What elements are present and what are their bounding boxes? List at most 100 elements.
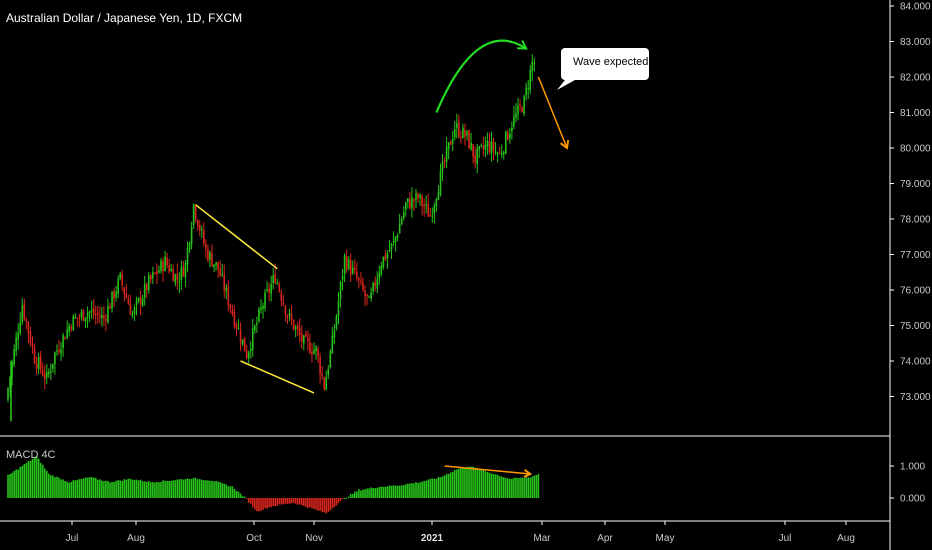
candle — [123, 286, 126, 302]
candle — [378, 265, 381, 285]
candle-body — [268, 288, 270, 293]
macd-bar — [72, 480, 75, 498]
candle-body — [188, 242, 191, 250]
candle-body — [358, 278, 360, 281]
candle — [72, 314, 75, 331]
candle — [176, 263, 179, 290]
candle — [127, 294, 130, 305]
macd-bar — [9, 474, 11, 498]
candle — [235, 321, 238, 337]
candle — [292, 319, 295, 331]
macd-bar — [76, 479, 79, 498]
time-tick-label: Oct — [246, 533, 262, 544]
candle — [368, 295, 370, 298]
candle-body — [70, 326, 73, 329]
candle-body — [127, 298, 130, 305]
macd-bar — [227, 486, 230, 498]
macd-bar — [372, 488, 374, 498]
candle-body — [84, 317, 87, 322]
candle-body — [152, 272, 154, 279]
macd-bar — [215, 480, 217, 498]
candle-body — [27, 321, 30, 334]
candle — [451, 131, 454, 152]
macd-bar — [378, 487, 381, 498]
curved-arrow-head — [517, 40, 528, 50]
candle-body — [305, 333, 307, 337]
candle-body — [278, 283, 281, 292]
candle — [417, 191, 419, 203]
candle-body — [211, 252, 213, 267]
candle — [435, 197, 438, 212]
macd-bar — [494, 474, 497, 498]
candle — [231, 304, 234, 317]
candle — [174, 273, 177, 287]
candle-body — [319, 357, 321, 375]
candle — [288, 308, 291, 322]
candle — [313, 342, 315, 355]
candle-body — [56, 350, 58, 352]
macd-bar — [92, 477, 95, 498]
macd-trend-arrow-head — [523, 469, 533, 478]
candle — [186, 241, 189, 273]
candle — [525, 82, 527, 101]
candle — [517, 97, 519, 121]
macd-bar — [484, 471, 487, 498]
candle-body — [231, 310, 234, 315]
candle — [345, 249, 348, 273]
candle-body — [11, 362, 13, 378]
candle — [507, 129, 509, 141]
candle-body — [33, 348, 36, 364]
macd-bar — [262, 498, 264, 510]
macd-bar — [333, 498, 336, 508]
macd-bar — [478, 469, 481, 498]
candle — [321, 365, 323, 380]
candle — [415, 188, 417, 209]
candle-body — [176, 273, 179, 281]
candle — [60, 341, 62, 361]
candle-body — [339, 281, 342, 300]
candle-body — [198, 225, 201, 231]
candle — [305, 330, 307, 338]
wedge-lower-line — [240, 360, 315, 394]
candle-body — [139, 297, 142, 305]
macd-bar — [223, 483, 226, 498]
wedge-upper-line — [195, 204, 278, 270]
macd-bar — [486, 471, 489, 498]
candle-body — [484, 144, 487, 151]
macd-bar — [68, 482, 70, 498]
macd-bar — [203, 480, 205, 498]
candle-body — [223, 274, 226, 291]
candle-body — [407, 198, 409, 203]
macd-bar — [166, 480, 168, 498]
candle-body — [39, 355, 42, 370]
candle — [300, 325, 303, 349]
candle — [105, 313, 107, 332]
macd-bar — [421, 481, 423, 498]
macd-bar — [205, 480, 207, 498]
candle — [488, 132, 491, 155]
candle-body — [447, 142, 450, 150]
candle-body — [9, 376, 11, 389]
candle — [109, 302, 111, 309]
candle-body — [166, 258, 168, 266]
candle — [66, 320, 68, 340]
candle-body — [402, 211, 405, 219]
macd-bar — [211, 480, 213, 498]
macd-bar — [139, 479, 142, 498]
candle-body — [90, 310, 93, 312]
candle — [15, 331, 17, 357]
candle-body — [321, 374, 323, 377]
candle-body — [472, 144, 474, 157]
candle — [211, 244, 213, 267]
macd-bar — [437, 476, 440, 498]
candle-body — [221, 273, 223, 275]
macd-bar — [245, 498, 248, 500]
candle-body — [78, 317, 81, 319]
candle — [54, 351, 56, 375]
candle-body — [35, 363, 38, 369]
candle — [335, 314, 338, 331]
candle-body — [237, 328, 240, 330]
macd-bar — [288, 498, 291, 504]
macd-bar — [29, 460, 32, 498]
